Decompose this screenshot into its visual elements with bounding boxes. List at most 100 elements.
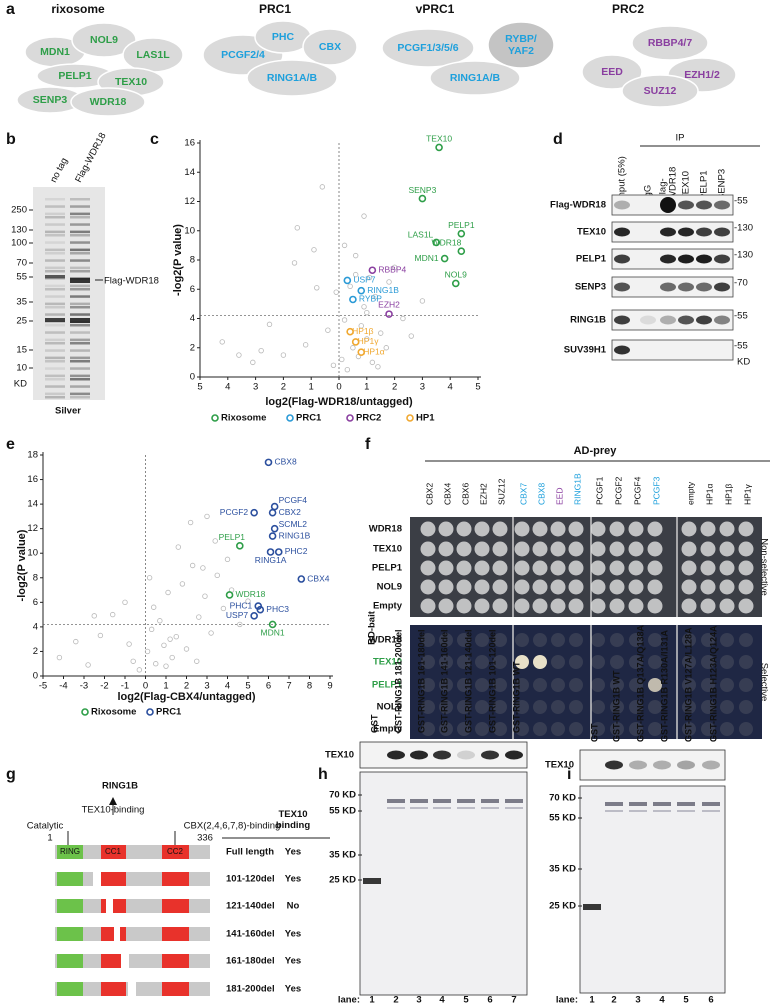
gel-band	[70, 241, 90, 244]
point-label: PHC3	[266, 604, 289, 614]
gel-band	[433, 807, 451, 809]
background-point	[391, 264, 398, 271]
y-tick-label: 10	[27, 548, 38, 559]
subunit-label: WDR18	[90, 96, 127, 108]
marker-size: 55	[16, 272, 27, 283]
gel-band	[363, 878, 381, 884]
yeast-spot	[551, 678, 565, 692]
lane-label: GST-RING1B V127A/L128A	[683, 627, 693, 742]
binding-result: Yes	[285, 874, 301, 885]
gel-band	[45, 295, 65, 298]
yeast-spot	[514, 541, 530, 557]
background-point	[179, 581, 186, 587]
gel-band	[45, 284, 65, 288]
yeast-spot	[569, 655, 583, 669]
subunit-label: SUZ12	[644, 85, 677, 97]
gel-band	[45, 230, 65, 234]
gel-band	[457, 799, 475, 803]
lane-label: no tag	[48, 156, 70, 184]
gel	[33, 187, 105, 400]
point	[432, 238, 441, 247]
point	[250, 612, 258, 620]
gel-band	[410, 807, 428, 809]
ip-header: IP	[676, 133, 685, 144]
lane-number: 1	[589, 995, 595, 1006]
lane-number: 3	[635, 995, 640, 1006]
background-point	[375, 364, 381, 370]
background-point	[91, 613, 97, 619]
blot-band	[481, 750, 499, 760]
yeast-spot	[515, 655, 529, 669]
y-tick-label: 6	[190, 284, 195, 295]
background-point	[330, 362, 337, 368]
yeast-spot	[629, 722, 643, 736]
yeast-spot	[492, 560, 508, 576]
lane-number: 7	[511, 995, 516, 1006]
yeast-spot	[719, 541, 735, 557]
blot-label: TEX10	[325, 750, 354, 761]
yeast-spot	[701, 700, 715, 714]
background-point	[212, 538, 218, 544]
point	[268, 620, 277, 629]
background-point	[344, 366, 351, 373]
yeast-spot	[532, 560, 548, 576]
point	[451, 279, 460, 288]
bait-header: BD-bait	[367, 610, 378, 645]
x-tick-label: 5	[475, 382, 480, 393]
background-point	[163, 663, 169, 669]
blot-band	[660, 197, 676, 213]
domain-label: CC2	[167, 847, 184, 856]
yeast-spot	[628, 579, 644, 595]
y-tick-label: 18	[27, 450, 38, 461]
arrow-label: TEX10-binding	[82, 805, 145, 816]
domain-ring	[57, 927, 83, 941]
background-point	[200, 565, 206, 571]
background-point	[165, 589, 171, 596]
lane-label: Input (5%)	[617, 156, 628, 200]
protein-title: RING1B	[102, 781, 138, 792]
point	[297, 575, 306, 583]
complex-title: rixosome	[51, 2, 105, 16]
yeast-spot	[628, 521, 644, 537]
gel-band	[45, 367, 65, 370]
point	[264, 458, 273, 467]
yeast-spot	[700, 521, 716, 537]
yeast-spot	[700, 598, 716, 614]
domain-ring	[57, 845, 83, 859]
background-point	[122, 599, 128, 606]
blot-strip	[611, 339, 734, 361]
gel-band	[70, 198, 90, 201]
yeast-spot	[420, 560, 436, 576]
yeast-spot	[456, 521, 472, 537]
yeast-spot	[738, 579, 754, 595]
yeast-spot	[719, 598, 735, 614]
yeast-spot	[474, 598, 490, 614]
gel-band	[45, 396, 65, 399]
x-tick-label: 6	[266, 681, 271, 692]
lane-label: GST-RING1B Q137A/Q138A	[635, 624, 645, 742]
yeast-spot	[551, 722, 565, 736]
yeast-spot	[420, 521, 436, 537]
blot-band	[714, 282, 730, 292]
yeast-spot	[720, 700, 734, 714]
yeast-spot	[739, 678, 753, 692]
subunit-label: RBBP4/7	[648, 37, 693, 49]
point-label: EZH2	[378, 299, 400, 309]
y-tick-label: 4	[33, 621, 38, 632]
yeast-spot	[681, 579, 697, 595]
y-tick-label: 14	[27, 499, 38, 510]
marker-size: 250	[11, 205, 27, 216]
point-label: USP7	[226, 610, 248, 620]
yeast-spot	[515, 722, 529, 736]
gel-band	[457, 807, 475, 809]
column-label: CBX6	[460, 483, 470, 505]
subunit-label: MDN1	[40, 46, 70, 58]
yeast-spot	[420, 579, 436, 595]
marker-label: 70 KD	[329, 790, 356, 801]
background-point	[339, 356, 345, 363]
blot-band	[505, 750, 523, 760]
point	[357, 348, 366, 356]
yeast-spot	[533, 678, 547, 692]
gel-band	[45, 324, 65, 327]
